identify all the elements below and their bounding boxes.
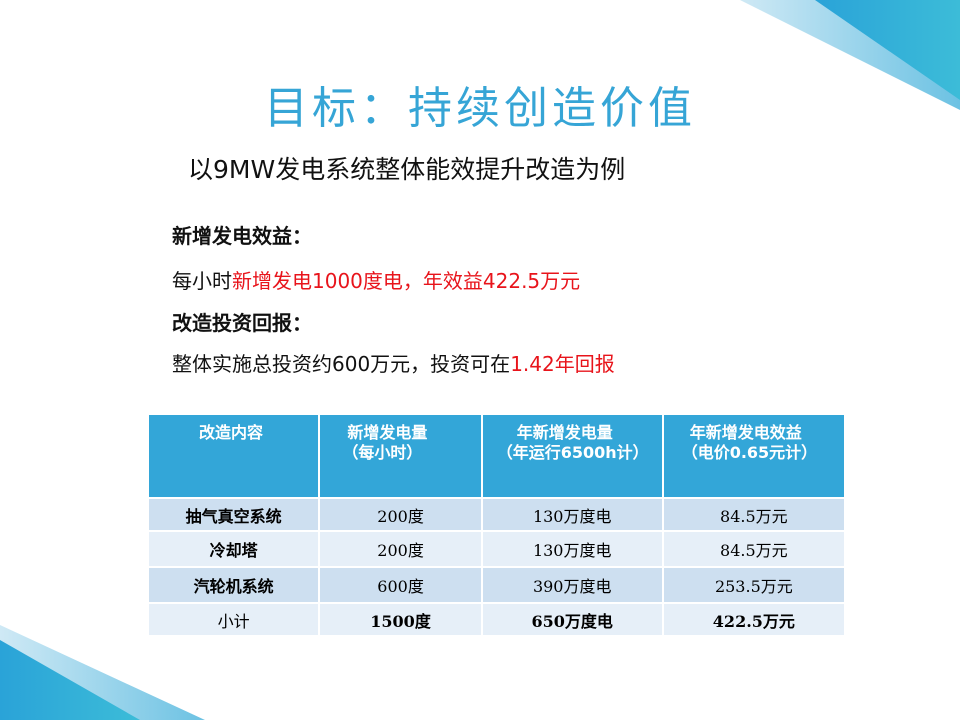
table-row: 汽轮机系统 600度 390万度电 253.5万元 xyxy=(146,566,847,604)
cell: 84.5万元 xyxy=(661,530,847,568)
header-cell: 年新增发电量 （年运行6500h计） xyxy=(480,413,664,499)
cell: 汽轮机系统 xyxy=(146,566,321,604)
header-sublabel: （电价0.65元计） xyxy=(681,443,818,462)
table-total-row: 小计 1500度 650万度电 422.5万元 xyxy=(146,602,847,637)
table-row: 冷却塔 200度 130万度电 84.5万元 xyxy=(146,530,847,568)
slide-title: 目标：持续创造价值 xyxy=(264,83,696,134)
header-sublabel: （每小时） xyxy=(342,443,423,462)
section2-prefix: 整体实施总投资约600万元，投资可在 xyxy=(172,352,511,376)
slide-subtitle: 以9MW发电系统整体能效提升改造为例 xyxy=(188,155,626,184)
cell: 130万度电 xyxy=(480,530,664,568)
header-label: 改造内容 xyxy=(199,423,264,442)
section1-highlight: 新增发电1000度电，年效益422.5万元 xyxy=(232,269,581,293)
cell: 130万度电 xyxy=(480,497,664,532)
cell: 200度 xyxy=(318,530,483,568)
cell: 200度 xyxy=(318,497,483,532)
cell: 390万度电 xyxy=(480,566,664,604)
header-sublabel: （年运行6500h计） xyxy=(496,443,649,462)
cell: 600度 xyxy=(318,566,483,604)
section1-text: 每小时新增发电1000度电，年效益422.5万元 xyxy=(172,265,580,294)
header-cell: 改造内容 xyxy=(146,413,321,499)
table-row: 抽气真空系统 200度 130万度电 84.5万元 xyxy=(146,497,847,532)
table-header-row: 改造内容 新增发电量 （每小时） 年新增发电量 （年运行6500h计） 年新增发电效… xyxy=(146,413,847,499)
cell: 1500度 xyxy=(318,602,483,637)
cell: 小计 xyxy=(146,602,321,637)
cell: 422.5万元 xyxy=(661,602,847,637)
header-label: 新增发电量 xyxy=(347,423,428,442)
benefit-table: 改造内容 新增发电量 （每小时） 年新增发电量 （年运行6500h计） 年新增发电效… xyxy=(146,413,847,637)
cell: 84.5万元 xyxy=(661,497,847,532)
cell: 253.5万元 xyxy=(661,566,847,604)
cell: 650万度电 xyxy=(480,602,664,637)
cell: 冷却塔 xyxy=(146,530,321,568)
section2-highlight: 1.42年回报 xyxy=(510,352,615,376)
section1-heading: 新增发电效益： xyxy=(172,224,312,248)
section1-prefix: 每小时 xyxy=(172,269,232,293)
header-label: 年新增发电效益 xyxy=(689,423,802,442)
header-cell: 年新增发电效益 （电价0.65元计） xyxy=(661,413,847,499)
cell: 抽气真空系统 xyxy=(146,497,321,532)
section2-heading: 改造投资回报： xyxy=(172,311,312,335)
section2-text: 整体实施总投资约600万元，投资可在1.42年回报 xyxy=(172,348,615,377)
header-cell: 新增发电量 （每小时） xyxy=(318,413,483,499)
header-label: 年新增发电量 xyxy=(516,423,613,442)
